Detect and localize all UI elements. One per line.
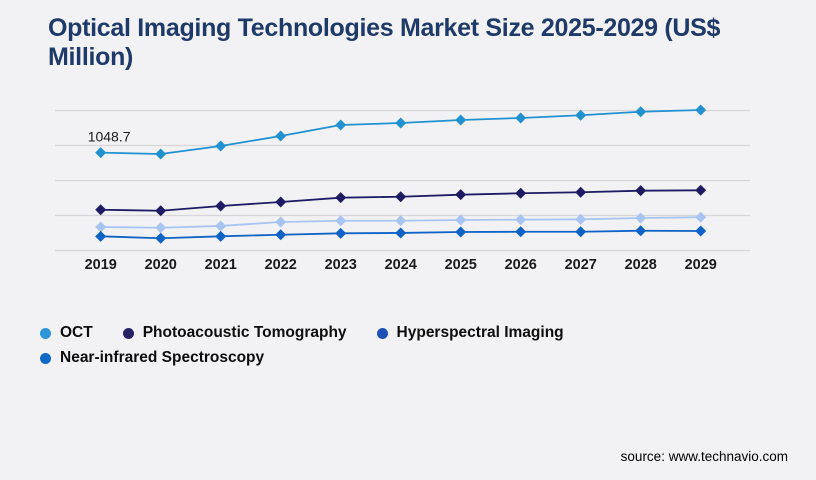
- data-point-marker: [395, 215, 407, 227]
- data-point-marker: [395, 227, 407, 239]
- data-point-marker: [155, 222, 167, 234]
- data-point-marker: [215, 200, 227, 212]
- data-point-marker: [95, 230, 107, 242]
- data-point-label: 1048.7: [88, 129, 131, 145]
- data-point-marker: [515, 214, 527, 226]
- data-point-marker: [335, 227, 347, 239]
- data-point-marker: [155, 232, 167, 244]
- chart-title: Optical Imaging Technologies Market Size…: [48, 14, 721, 71]
- data-point-marker: [95, 221, 107, 233]
- x-axis-tick-label: 2021: [205, 257, 237, 273]
- x-axis-tick-label: 2022: [265, 257, 297, 273]
- data-point-marker: [575, 109, 587, 121]
- data-point-marker: [635, 225, 647, 237]
- data-point-marker: [335, 119, 347, 131]
- data-point-marker: [335, 192, 347, 204]
- legend-label: Hyperspectral Imaging: [396, 324, 564, 341]
- data-point-marker: [455, 114, 467, 126]
- x-axis-tick-label: 2026: [505, 257, 537, 273]
- data-point-marker: [335, 215, 347, 227]
- data-point-marker: [215, 230, 227, 242]
- data-point-marker: [395, 191, 407, 203]
- data-point-marker: [695, 104, 707, 116]
- legend-label: Near-infrared Spectroscopy: [60, 349, 265, 366]
- data-point-marker: [635, 106, 647, 118]
- data-point-marker: [635, 185, 647, 197]
- legend-item-1: OCT: [40, 324, 93, 342]
- data-point-marker: [575, 213, 587, 225]
- data-point-marker: [515, 112, 527, 124]
- chart-area: 2019 2020 2021 2022 2023 2024 2025 2026 2027 2028…: [40, 92, 770, 287]
- chart-svg: 2019 2020 2021 2022 2023 2024 2025 2026 2027 2028…: [55, 104, 750, 273]
- data-point-marker: [695, 211, 707, 223]
- data-point-marker: [515, 187, 527, 199]
- legend-dot-icon: [122, 327, 134, 339]
- legend-label: OCT: [60, 324, 93, 341]
- legend-item-4: Near-infrared Spectroscopy: [40, 349, 264, 367]
- x-axis-tick-label: 2019: [85, 257, 117, 273]
- data-point-marker: [695, 184, 707, 196]
- source-attribution: source: www.technavio.com: [620, 449, 788, 464]
- data-point-marker: [455, 226, 467, 238]
- data-point-marker: [95, 147, 107, 159]
- data-point-marker: [455, 189, 467, 201]
- legend-dot-icon: [40, 352, 51, 364]
- legend-item-2: Photoacoustic Tomography: [122, 324, 347, 342]
- data-point-marker: [575, 226, 587, 238]
- data-point-marker: [155, 205, 167, 217]
- data-point-marker: [395, 117, 407, 129]
- data-point-marker: [515, 226, 527, 238]
- x-axis-tick-label: 2025: [445, 257, 477, 273]
- x-axis-tick-label: 2027: [565, 257, 597, 273]
- x-axis-tick-label: 2029: [685, 257, 717, 273]
- data-point-marker: [695, 225, 707, 237]
- data-point-marker: [275, 196, 287, 208]
- data-point-marker: [275, 216, 287, 228]
- legend-item-3: Hyperspectral Imaging: [376, 324, 564, 342]
- series-line-1: [100, 109, 701, 155]
- x-axis-tick-label: 2028: [625, 257, 657, 273]
- legend-dot-icon: [40, 327, 51, 339]
- data-point-marker: [155, 148, 167, 160]
- data-point-marker: [635, 212, 647, 224]
- x-axis-tick-label: 2023: [325, 257, 357, 273]
- legend-dot-icon: [376, 327, 388, 339]
- data-point-marker: [95, 204, 107, 216]
- data-point-marker: [275, 229, 287, 241]
- data-point-marker: [455, 214, 467, 226]
- chart-legend: OCT Photoacoustic Tomography Hyperspectral…: [40, 324, 690, 367]
- legend-label: Photoacoustic Tomography: [142, 324, 347, 341]
- data-point-marker: [275, 130, 287, 142]
- data-point-marker: [215, 140, 227, 152]
- data-point-marker: [575, 186, 587, 198]
- x-axis-tick-label: 2024: [385, 257, 417, 273]
- x-axis-tick-label: 2020: [145, 257, 177, 273]
- data-point-marker: [215, 220, 227, 232]
